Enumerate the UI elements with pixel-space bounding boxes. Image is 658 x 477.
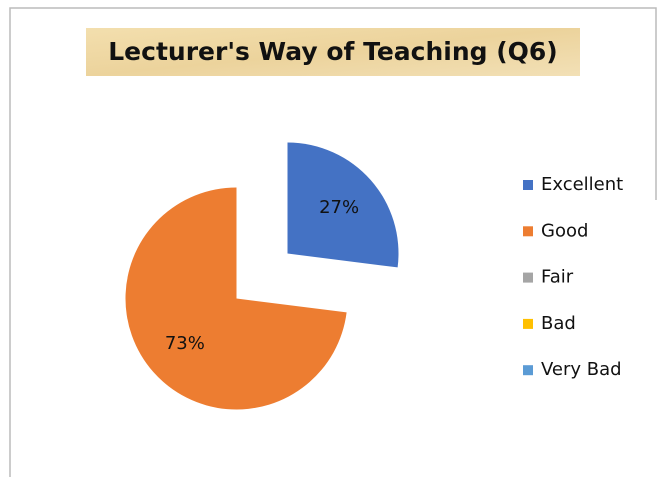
legend-swatch	[523, 226, 533, 237]
legend-label: Fair	[541, 267, 574, 288]
legend-swatch	[523, 318, 533, 329]
title-background	[86, 28, 580, 76]
legend-label: Good	[541, 220, 588, 241]
data-label: 73%	[165, 333, 205, 354]
legend-swatch	[523, 180, 533, 190]
chart-title: Lecturer's Way of Teaching (Q6)	[108, 37, 558, 66]
legend-swatch	[523, 272, 533, 283]
legend-swatch	[523, 365, 533, 376]
legend-label: Excellent	[541, 174, 623, 195]
frame	[9, 7, 657, 477]
legend-label: Very Bad	[541, 359, 622, 380]
data-label: 27%	[319, 197, 359, 218]
pie-slice	[125, 187, 347, 410]
legend-label: Bad	[541, 313, 576, 334]
pie-slice	[287, 142, 399, 268]
